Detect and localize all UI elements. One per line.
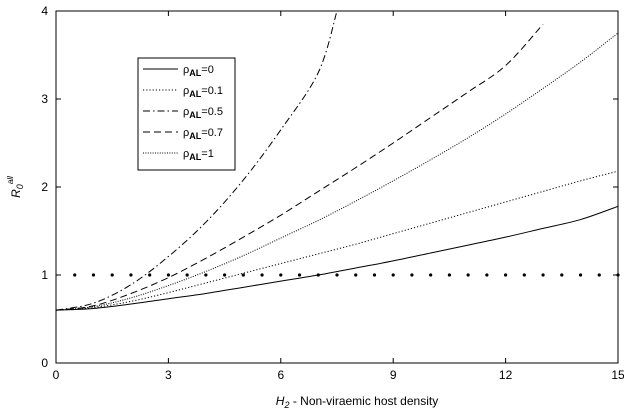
- reference-point: [148, 273, 152, 277]
- reference-point: [166, 273, 170, 277]
- legend: ρAL=0 ρAL=0.1 ρAL=0.5 ρAL=0.7 ρAL=1: [137, 57, 236, 171]
- y-tick-label: 4: [41, 4, 48, 18]
- x-tick-label: 15: [611, 368, 624, 382]
- y-tick-label: 0: [41, 356, 48, 370]
- legend-label: ρAL=0.5: [183, 106, 223, 120]
- series-line: [56, 23, 544, 311]
- y-tick-label: 3: [41, 92, 48, 106]
- reference-point: [354, 273, 358, 277]
- x-axis-label-subscript: 2: [283, 400, 289, 410]
- legend-label: ρAL=0.1: [183, 85, 223, 99]
- y-axis-label-variable: R: [9, 189, 23, 198]
- reference-point: [429, 273, 433, 277]
- legend-label: ρAL=0.7: [183, 127, 223, 141]
- reference-point: [391, 273, 395, 277]
- legend-label: ρAL=1: [183, 148, 214, 162]
- reference-point: [541, 273, 545, 277]
- series-line: [56, 11, 338, 311]
- reference-point: [110, 273, 114, 277]
- reference-point: [297, 273, 302, 277]
- reference-point: [466, 273, 470, 277]
- x-tick-label: 9: [390, 368, 397, 382]
- x-tick-label: 12: [499, 368, 513, 382]
- reference-point: [204, 273, 208, 277]
- reference-point: [597, 273, 601, 277]
- series-line: [56, 170, 618, 311]
- reference-point: [522, 273, 526, 277]
- reference-point: [578, 273, 583, 277]
- x-tick-label: 0: [53, 368, 60, 382]
- reference-point: [372, 273, 377, 277]
- series-line: [56, 32, 618, 311]
- x-axis-label-text: - Non-viraemic host density: [289, 394, 438, 408]
- x-tick-label: 6: [277, 368, 284, 382]
- legend-label: ρAL=0: [183, 64, 214, 78]
- x-tick-label: 3: [165, 368, 172, 382]
- reference-point: [335, 273, 339, 277]
- legend-box: [137, 57, 236, 171]
- reference-point: [73, 273, 77, 277]
- reference-point: [223, 273, 227, 277]
- reference-point: [485, 273, 489, 277]
- reference-point: [410, 273, 414, 277]
- y-axis-label-subscript: 0: [15, 184, 25, 189]
- y-axis-label-superscript: all: [6, 176, 15, 184]
- reference-point: [279, 273, 283, 277]
- y-tick-label: 2: [41, 180, 48, 194]
- series-lines: [56, 11, 618, 311]
- reference-point: [504, 273, 508, 277]
- x-axis-ticks: 0 3 6 9 12 15: [53, 11, 624, 382]
- reference-point: [185, 273, 189, 277]
- y-tick-label: 1: [41, 268, 48, 282]
- x-axis-label-variable: H: [276, 394, 285, 408]
- reference-point: [260, 273, 264, 277]
- reference-point: [91, 273, 96, 277]
- reference-point: [129, 273, 133, 277]
- y-axis-ticks: 0 1 2 3 4: [41, 4, 618, 370]
- series-line: [56, 205, 618, 311]
- reference-point: [447, 273, 451, 277]
- x-axis-label: H2 - Non-viraemic host density: [276, 394, 438, 410]
- y-axis-label: R0all: [6, 176, 25, 198]
- reference-point: [560, 273, 564, 277]
- reference-point: [241, 273, 245, 277]
- reference-dots: [73, 273, 620, 277]
